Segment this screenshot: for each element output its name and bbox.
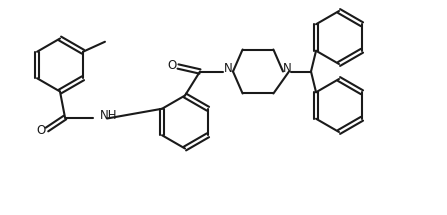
Text: NH: NH (100, 109, 118, 122)
Text: O: O (36, 124, 46, 137)
Text: N: N (283, 62, 291, 75)
Text: O: O (167, 59, 177, 72)
Text: N: N (224, 62, 232, 75)
